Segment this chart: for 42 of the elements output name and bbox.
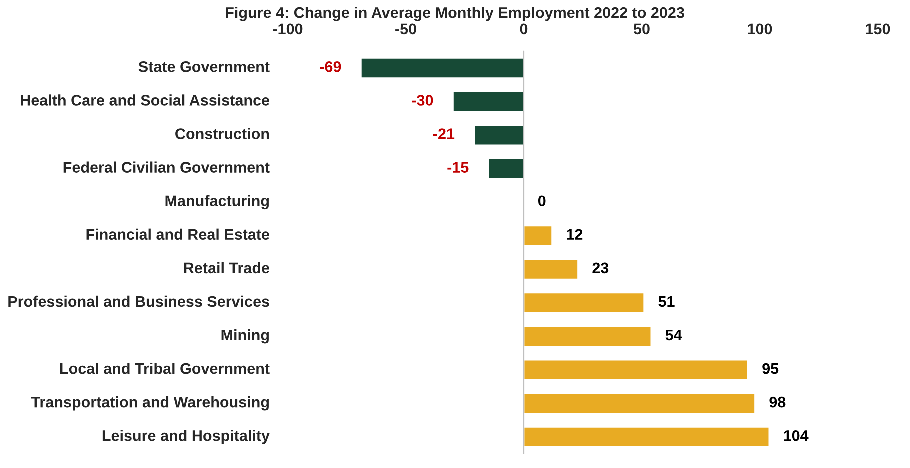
x-tick-label: 50	[634, 24, 650, 35]
data-label: 104	[784, 430, 809, 442]
data-label: 51	[658, 296, 675, 308]
y-tick-label: Federal Civilian Government	[64, 162, 270, 173]
y-tick-label: Financial and Real Estate	[86, 228, 270, 240]
data-label: -15	[448, 162, 469, 173]
bar	[523, 392, 756, 414]
data-label: 23	[592, 262, 609, 274]
y-tick-label: Health Care and Social Assistance	[21, 94, 270, 106]
y-tick-label: Retail Trade	[184, 262, 270, 274]
bar	[360, 57, 525, 80]
y-tick-label: Manufacturing	[166, 195, 269, 210]
bar	[523, 225, 554, 247]
y-tick-label: Local and Tribal Government	[60, 362, 270, 374]
data-label: 98	[770, 396, 786, 408]
data-label: -21	[434, 128, 455, 140]
bar	[523, 326, 652, 348]
bar	[523, 359, 749, 381]
chart-title: Figure 4: Change in Average Monthly Employment 2022 to 2023	[226, 7, 684, 22]
y-tick-label: Transportation and Warehousing	[31, 396, 269, 411]
data-label: 0	[538, 196, 546, 207]
x-tick-label: 150	[866, 24, 890, 35]
y-tick-label: Mining	[222, 329, 269, 344]
x-tick-label: 0	[520, 24, 528, 35]
y-tick-label: State Government	[138, 62, 270, 72]
x-tick-label: -50	[396, 24, 416, 35]
bar	[488, 158, 525, 180]
data-label: 54	[666, 330, 682, 341]
data-label: -30	[412, 95, 434, 106]
data-label: -69	[320, 62, 342, 72]
data-label: 95	[762, 363, 779, 374]
bar	[474, 124, 525, 146]
y-tick-label: Leisure and Hospitality	[102, 430, 270, 444]
y-tick-label: Construction	[176, 128, 270, 140]
data-label: 12	[567, 229, 583, 240]
bar	[523, 426, 770, 448]
x-tick-label: -100	[273, 24, 303, 35]
bar	[523, 258, 579, 280]
x-tick-label: 100	[748, 24, 772, 35]
bar	[452, 91, 525, 113]
bar	[523, 292, 646, 314]
y-tick-label: Professional and Business Services	[8, 296, 270, 308]
